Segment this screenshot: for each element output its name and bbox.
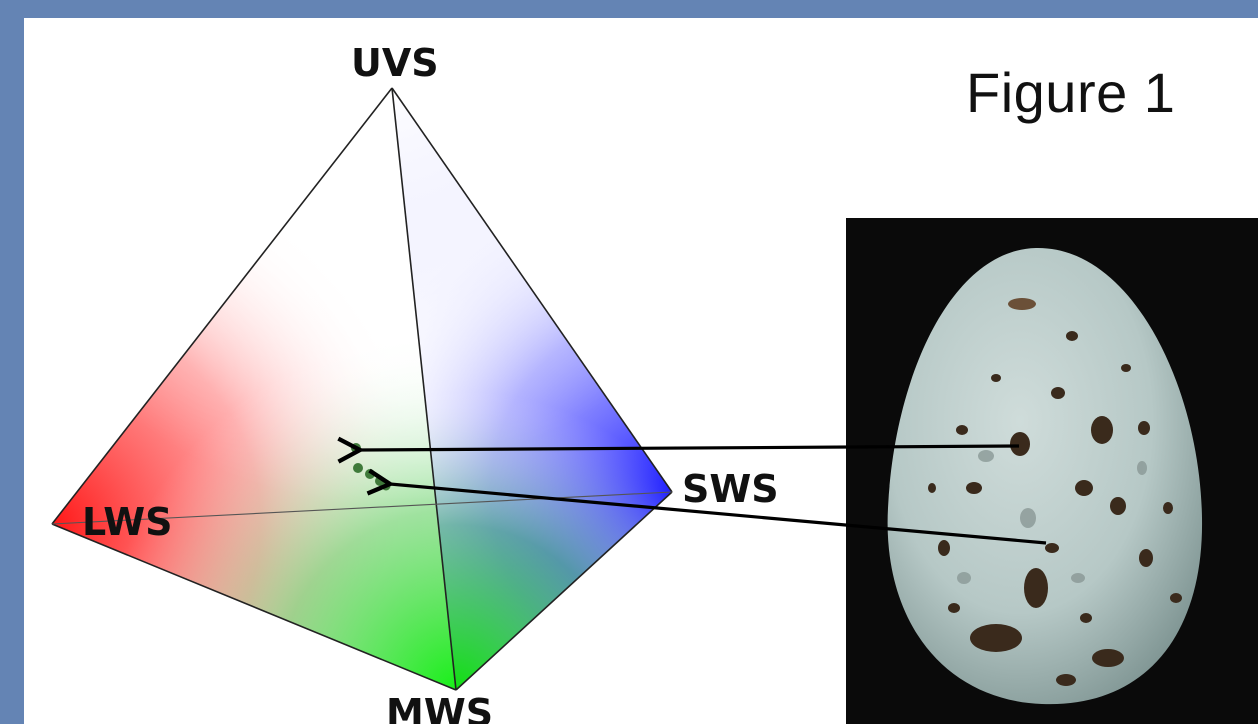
vertex-label-lws: LWS (82, 500, 173, 544)
vertex-label-mws: MWS (386, 691, 494, 724)
vertex-label-sws: SWS (682, 467, 779, 511)
arrow-icon (390, 484, 1047, 545)
tetra-edges (51, 87, 673, 691)
egg-photo (846, 218, 1258, 724)
tetra-face-left (52, 88, 456, 690)
vertex-label-uvs: UVS (351, 41, 439, 85)
tetra-face-right (392, 88, 672, 690)
tetrahedral-color-space (51, 87, 673, 691)
arrow-icon (360, 446, 1020, 450)
point-background (353, 463, 363, 473)
figure-slide: Figure 1 UVS SWS LWS MWS (24, 18, 1258, 724)
figure-title: Figure 1 (966, 61, 1176, 124)
arrow-overlay (24, 18, 1047, 545)
egg-speckles (928, 298, 1182, 686)
